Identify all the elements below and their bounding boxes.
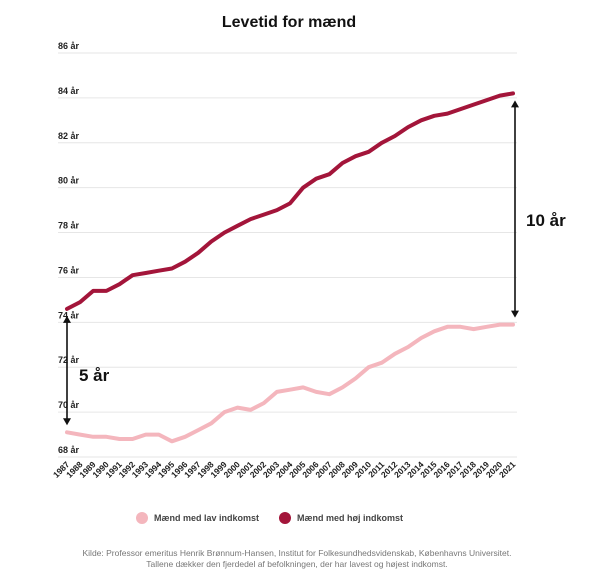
y-tick-label: 76 år <box>58 265 80 275</box>
y-axis-ticks: 68 år 70 år 72 år 74 år 76 år 78 år 80 år 82 år… <box>58 41 80 455</box>
annotation-arrow-1 <box>63 315 71 426</box>
chart-title: Levetid for mænd <box>222 14 356 31</box>
legend-item-2: Mænd med høj indkomst <box>279 512 403 524</box>
y-tick-label: 70 år <box>58 400 80 410</box>
series-lines <box>65 91 515 444</box>
y-tick-label: 68 år <box>58 445 80 455</box>
series-line-low-income <box>65 322 515 444</box>
series-line-high-income <box>65 91 515 311</box>
legend-swatch <box>136 512 148 524</box>
y-tick-label: 82 år <box>58 131 80 141</box>
legend-item-1: Mænd med lav indkomst <box>136 512 259 524</box>
legend: Mænd med lav indkomst Mænd med høj indkom… <box>136 512 403 524</box>
annotation-arrow-2 <box>511 100 519 318</box>
y-tick-label: 86 år <box>58 41 80 51</box>
annotation-label-1: 5 år <box>79 366 110 385</box>
legend-swatch <box>279 512 291 524</box>
y-tick-label: 80 år <box>58 176 80 186</box>
annotation-label-2: 10 år <box>526 211 566 230</box>
y-tick-label: 78 år <box>58 221 80 231</box>
legend-label: Mænd med høj indkomst <box>297 513 403 523</box>
legend-label: Mænd med lav indkomst <box>154 513 259 523</box>
source-note-line-1: Kilde: Professor emeritus Henrik Brønnum… <box>82 548 512 558</box>
x-axis-ticks: 1987198819891990199119921993199419951996… <box>51 459 518 480</box>
y-tick-label: 84 år <box>58 86 80 96</box>
y-tick-label: 74 år <box>58 310 80 320</box>
grid-lines <box>58 52 517 458</box>
y-tick-label: 72 år <box>58 355 80 365</box>
source-note-line-2: Tallene dækker den fjerdedel af befolkni… <box>146 559 448 569</box>
annotations: 5 år 10 år <box>63 100 566 426</box>
